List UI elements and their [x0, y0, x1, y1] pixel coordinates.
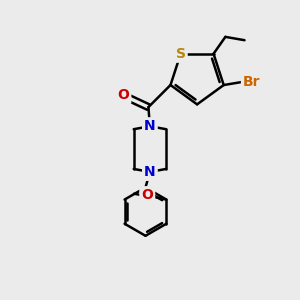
- Text: Br: Br: [243, 75, 260, 89]
- Text: O: O: [141, 188, 153, 202]
- Text: N: N: [144, 165, 156, 179]
- Text: O: O: [118, 88, 129, 102]
- Text: N: N: [144, 119, 156, 133]
- Text: S: S: [176, 47, 186, 61]
